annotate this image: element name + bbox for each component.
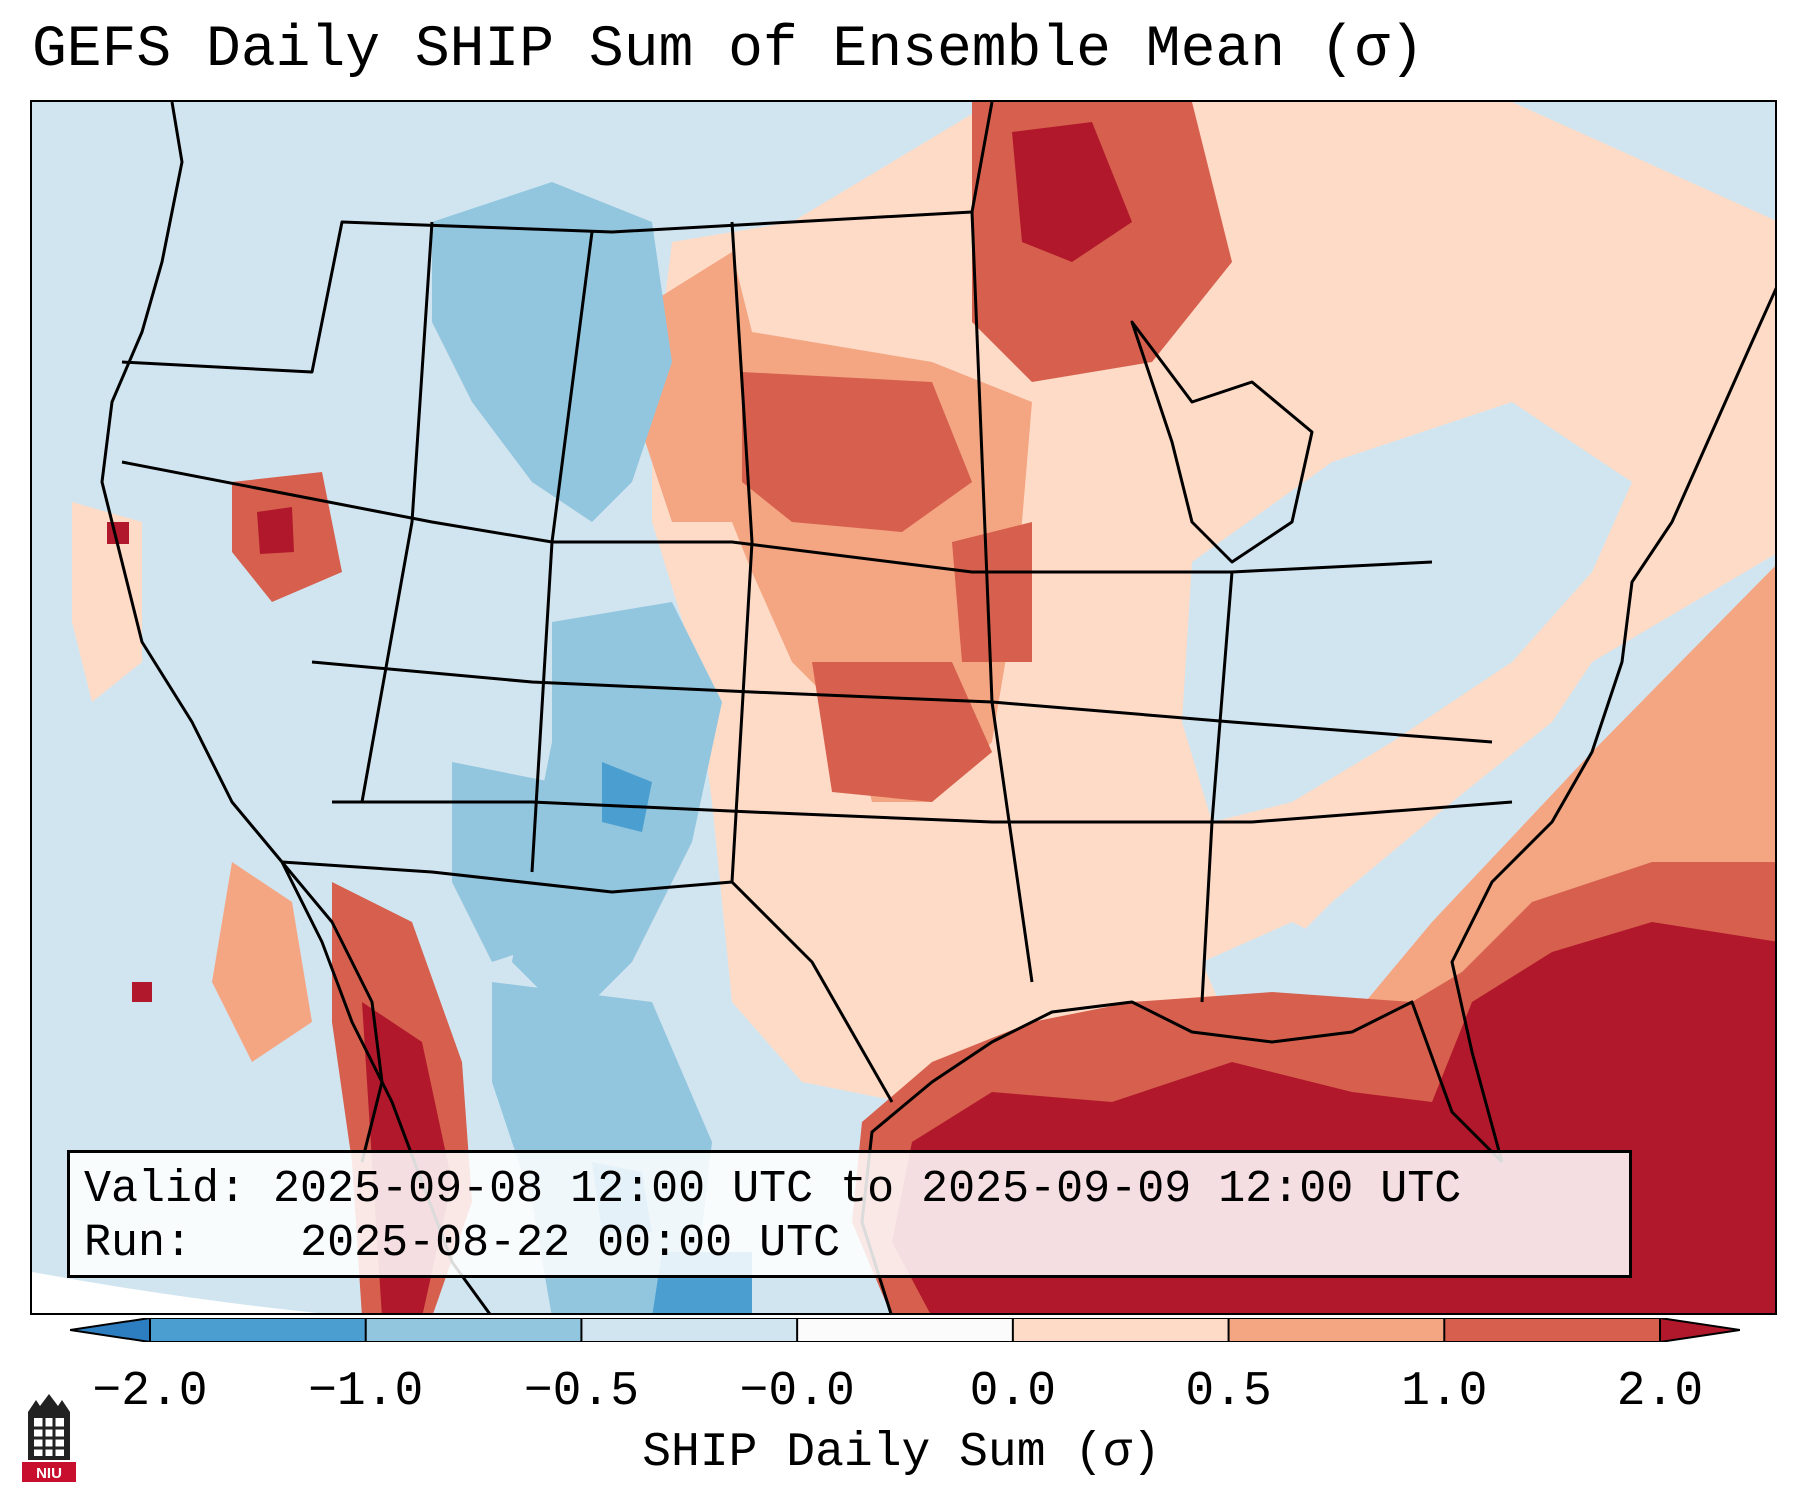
state-line-h	[1200, 571, 1234, 1003]
projection-edge-left	[32, 1272, 318, 1313]
atlantic-coast	[1450, 287, 1775, 1163]
colorbar-segment	[1444, 1318, 1661, 1342]
colorbar-segment	[1660, 1318, 1740, 1342]
colorbar-segments	[70, 1318, 1740, 1342]
field-negative-northwest	[432, 182, 672, 522]
colorbar-segment	[797, 1318, 1014, 1342]
colorbar-tick-label: −2.0	[92, 1365, 208, 1419]
field-min-colorado	[602, 762, 652, 832]
colorbar-tick-label: 1.0	[1401, 1365, 1488, 1419]
ship-field-map	[32, 102, 1775, 1313]
colorbar	[70, 1318, 1740, 1342]
colorbar-segment	[70, 1318, 150, 1342]
map-panel	[30, 100, 1777, 1315]
state-line-f	[730, 221, 754, 883]
gulf-coast	[860, 1000, 1504, 1313]
colorbar-tick-label: 2.0	[1616, 1365, 1704, 1419]
pacific-coast	[100, 102, 491, 1313]
mexico-border	[281, 860, 894, 1103]
colorbar-segment	[581, 1318, 798, 1342]
field-strong-dakotas	[742, 372, 972, 532]
colorbar-label: SHIP Daily Sum (σ)	[642, 1426, 1161, 1480]
logo-text: NIU	[36, 1465, 62, 1482]
colorbar-segment	[150, 1318, 367, 1342]
field-pocket-baja	[212, 862, 312, 1062]
colorbar-tick-label: 0.0	[969, 1365, 1057, 1419]
map-title: GEFS Daily SHIP Sum of Ensemble Mean (σ)	[32, 18, 1425, 83]
great-lakes-outline	[1130, 320, 1314, 564]
field-pocket-pacific	[72, 502, 142, 702]
field-max-north	[1012, 122, 1132, 262]
validity-info-box: Valid: 2025-09-08 12:00 UTC to 2025-09-0…	[67, 1150, 1632, 1278]
state-line-c	[332, 800, 1513, 824]
colorbar-tick-label: −0.0	[739, 1365, 855, 1419]
colorbar-tick-label: 0.5	[1185, 1365, 1272, 1419]
colorbar-tick-label: −0.5	[523, 1365, 640, 1419]
run-label: Run:	[84, 1218, 193, 1269]
valid-value: 2025-09-08 12:00 UTC to 2025-09-09 12:00…	[273, 1164, 1462, 1215]
logo-banner	[22, 1462, 76, 1482]
colorbar-tick-label: −1.0	[308, 1365, 424, 1419]
state-line-b	[311, 660, 1493, 744]
logo-window-grid	[34, 1418, 64, 1456]
run-value: 2025-08-22 00:00 UTC	[300, 1218, 841, 1269]
coastline-and-borders	[100, 102, 1775, 1313]
colorbar-segment	[1012, 1318, 1230, 1342]
colorbar-segment	[365, 1318, 582, 1342]
gulf-of-california-coast	[280, 861, 384, 1163]
field-pocket-nevada-max	[257, 507, 294, 554]
niu-logo: NIU	[22, 1394, 76, 1482]
valid-label: Valid:	[84, 1164, 247, 1215]
field-negative-arizona	[452, 762, 552, 962]
colorbar-segment	[1228, 1318, 1445, 1342]
field-strong-iowa	[952, 522, 1032, 662]
field-pocket-pacific-south	[132, 982, 152, 1002]
state-line-d	[360, 221, 434, 803]
state-line-e	[530, 231, 594, 873]
state-line-g	[970, 211, 1034, 983]
